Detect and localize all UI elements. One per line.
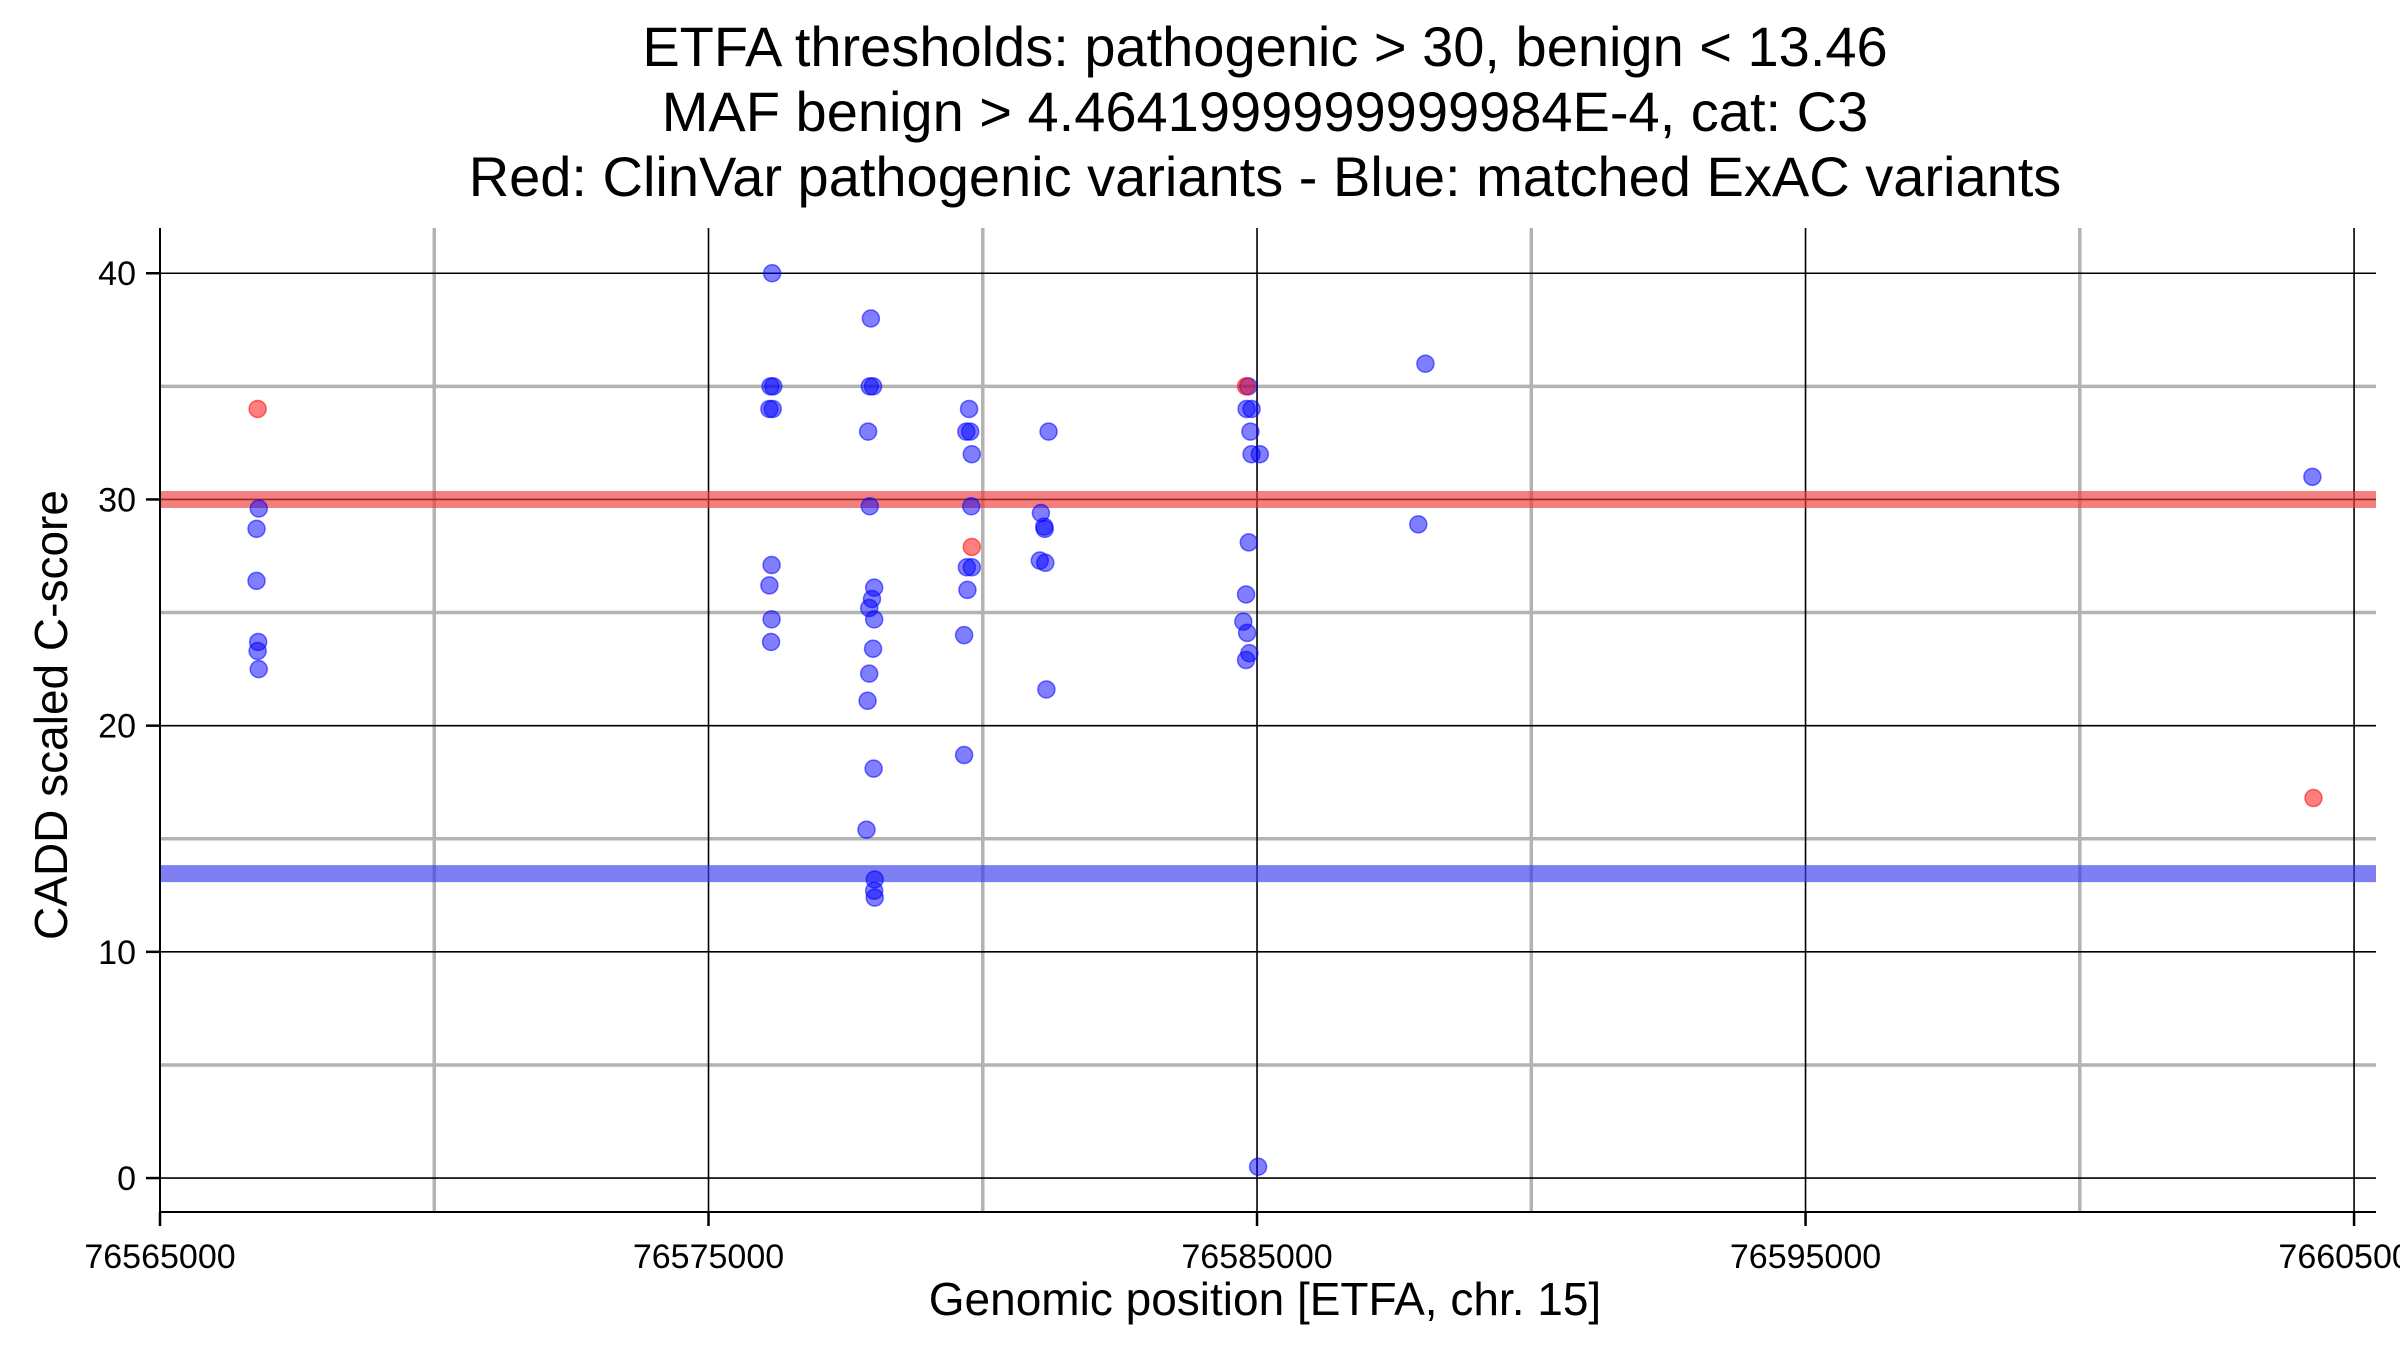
data-point: [760, 576, 779, 595]
grid: [159, 228, 2376, 1212]
threshold-lines: [160, 490, 2376, 883]
data-point: [1250, 444, 1270, 464]
data-point: [248, 399, 267, 419]
data-point: [864, 610, 884, 629]
data-point: [249, 499, 268, 518]
data-point: [1239, 533, 1259, 552]
data-point: [247, 571, 266, 591]
y-tick-label: 30: [98, 481, 136, 519]
data-point: [954, 625, 974, 645]
data-point: [958, 580, 977, 600]
data-point: [1236, 377, 1256, 396]
data-point: [2304, 788, 2323, 808]
data-point: [861, 309, 881, 328]
data-points: [247, 263, 2323, 1177]
data-point: [859, 664, 879, 683]
x-tick-label: 76575000: [633, 1238, 784, 1276]
data-point: [1248, 1157, 1268, 1177]
axes: 0 10 20 30 40 76565000 76575000 76585000 7659500…: [84, 228, 2400, 1276]
data-point: [1242, 399, 1261, 419]
data-point: [763, 377, 783, 396]
chart-title-line-1: ETFA thresholds: pathogenic > 30, benign…: [642, 15, 1887, 78]
series-matched-exac-variants: [247, 263, 2322, 1177]
series-clinvar-pathogenic-variants: [248, 377, 2323, 808]
data-point: [858, 422, 878, 441]
y-tick-label: 40: [98, 255, 136, 293]
data-point: [865, 888, 884, 907]
data-point: [954, 745, 974, 765]
data-point: [248, 641, 267, 661]
y-axis-label: CADD scaled C-score: [25, 490, 77, 940]
y-tick-label: 20: [98, 708, 136, 746]
x-axis-label: Genomic position [ETFA, chr. 15]: [929, 1273, 1601, 1325]
data-point: [863, 377, 883, 396]
data-point: [860, 496, 880, 516]
data-point: [1236, 585, 1256, 604]
data-point: [863, 639, 883, 658]
data-point: [762, 263, 782, 283]
data-point: [247, 519, 266, 539]
data-point: [762, 610, 781, 629]
data-point: [959, 399, 979, 419]
data-point: [1416, 354, 1435, 373]
data-point: [249, 659, 268, 679]
chart-title-line-2: MAF benign > 4.4641999999999984E-4, cat:…: [662, 80, 1868, 143]
y-tick-label: 0: [117, 1160, 136, 1198]
data-point: [761, 632, 781, 652]
data-point: [1236, 650, 1256, 670]
x-tick-label: 76585000: [1181, 1238, 1332, 1276]
data-point: [2303, 467, 2322, 487]
x-tick-label: 76565000: [84, 1238, 235, 1276]
data-point: [1036, 553, 1055, 573]
data-point: [762, 555, 781, 575]
data-point: [1237, 623, 1257, 643]
data-point: [1037, 680, 1056, 699]
data-point: [962, 496, 981, 516]
data-point: [960, 422, 980, 441]
x-tick-label: 76595000: [1730, 1238, 1881, 1276]
y-tick-label: 10: [98, 934, 136, 972]
data-point: [1241, 422, 1260, 441]
data-point: [763, 399, 782, 419]
data-point: [962, 537, 982, 557]
data-point: [1409, 515, 1428, 534]
data-point: [857, 820, 876, 839]
x-tick-label: 76605000: [2278, 1238, 2400, 1276]
data-point: [962, 444, 982, 464]
data-point: [864, 759, 883, 778]
data-point: [1039, 422, 1058, 441]
chart-title-line-3: Red: ClinVar pathogenic variants - Blue:…: [469, 145, 2062, 208]
data-point: [1035, 519, 1055, 539]
data-point: [962, 558, 982, 577]
data-point: [858, 691, 877, 711]
